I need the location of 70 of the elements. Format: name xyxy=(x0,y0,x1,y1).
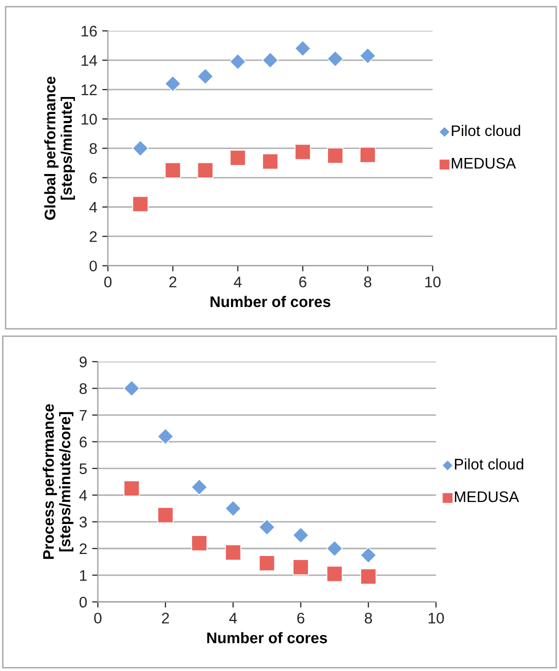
point xyxy=(294,40,312,57)
point xyxy=(225,544,242,561)
y-tick-label: 2 xyxy=(80,543,87,554)
y-tick-label: 4 xyxy=(89,202,98,213)
y-tick-label: 6 xyxy=(90,172,97,184)
y-tick-label: 6 xyxy=(80,436,87,448)
point xyxy=(327,148,344,164)
point xyxy=(191,478,208,496)
point xyxy=(164,162,181,178)
legend-label: MEDUSA xyxy=(452,158,516,169)
point xyxy=(262,153,278,170)
x-axis-title: Number of cores xyxy=(207,632,327,644)
point xyxy=(292,559,309,576)
point xyxy=(360,568,376,585)
y-tick-label: 0 xyxy=(80,596,87,608)
point xyxy=(360,146,376,163)
x-tick-label: 2 xyxy=(169,276,176,288)
point xyxy=(326,566,343,582)
point xyxy=(191,535,208,552)
point xyxy=(360,546,377,564)
y-axis-title: Global performance [steps/minute] xyxy=(44,76,75,220)
point xyxy=(132,196,148,212)
y-tick-label: 12 xyxy=(82,84,97,96)
point xyxy=(164,75,182,92)
y-tick-label: 3 xyxy=(79,516,87,528)
x-tick-label: 4 xyxy=(234,276,242,288)
legend-label: Pilot cloud xyxy=(454,458,524,470)
point xyxy=(326,50,344,68)
x-tick-label: 2 xyxy=(162,612,169,624)
y-tick-label: 7 xyxy=(80,410,87,421)
point xyxy=(294,144,311,160)
y-tick-label: 8 xyxy=(90,143,97,154)
point xyxy=(197,68,214,85)
point xyxy=(262,52,279,68)
y-tick-label: 10 xyxy=(82,114,97,125)
y-tick-label: 16 xyxy=(82,26,97,37)
x-tick-label: 10 xyxy=(428,612,444,624)
x-axis-title: Number of cores xyxy=(210,296,330,308)
point xyxy=(224,500,242,517)
x-tick-label: 6 xyxy=(297,612,304,624)
point xyxy=(132,140,149,157)
y-tick-label: 8 xyxy=(80,383,87,394)
point xyxy=(326,540,343,557)
point xyxy=(258,518,276,536)
point xyxy=(197,162,214,178)
point xyxy=(292,526,310,544)
point xyxy=(157,507,174,524)
point xyxy=(258,555,275,572)
y-tick-label: 1 xyxy=(80,570,87,581)
x-tick-label: 6 xyxy=(299,276,306,288)
x-tick-label: 8 xyxy=(364,612,372,624)
y-tick-label: 14 xyxy=(82,55,98,66)
x-tick-label: 10 xyxy=(425,276,441,288)
x-tick-label: 4 xyxy=(229,612,237,624)
x-tick-label: 8 xyxy=(364,276,372,288)
y-tick-label: 5 xyxy=(80,463,87,474)
x-tick-label: 0 xyxy=(104,276,112,288)
y-axis-title: Process performance [steps/minute/core] xyxy=(42,404,74,559)
point xyxy=(157,428,174,445)
point xyxy=(359,48,376,64)
y-tick-label: 2 xyxy=(90,231,97,242)
y-tick-label: 4 xyxy=(79,490,87,501)
point xyxy=(123,380,140,397)
y-tick-label: 0 xyxy=(90,260,97,272)
legend-label: Pilot cloud xyxy=(452,124,520,136)
legend-label: MEDUSA xyxy=(454,491,520,502)
point xyxy=(230,53,246,70)
y-tick-label: 9 xyxy=(80,356,87,368)
point xyxy=(230,150,246,166)
point xyxy=(124,480,140,497)
